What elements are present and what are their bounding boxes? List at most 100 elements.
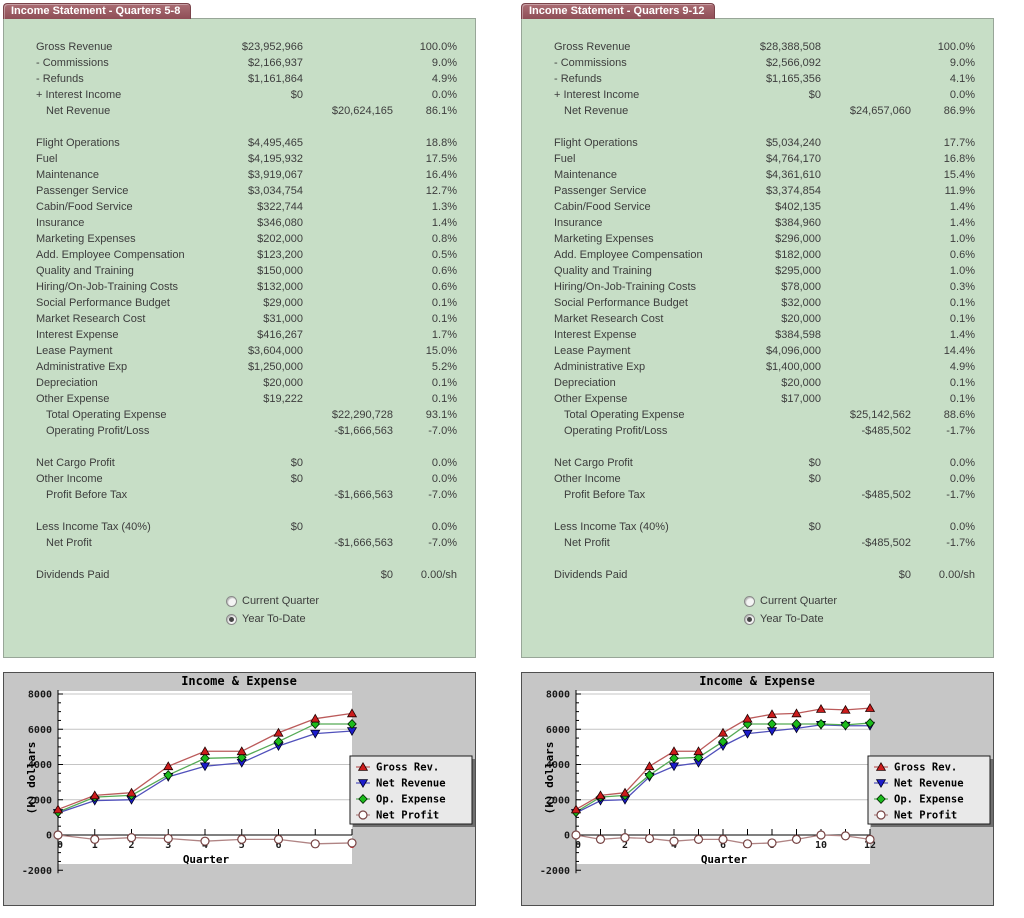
row-value-c3: 14.4% xyxy=(943,345,975,357)
row-label: Interest Expense xyxy=(36,329,119,341)
row-label: Cabin/Food Service xyxy=(554,201,651,213)
row-value-c1: $1,161,864 xyxy=(247,73,303,85)
row-value-c3: 15.4% xyxy=(943,169,975,181)
y-tick-label: 0 xyxy=(564,831,570,842)
row-value-c1: $0 xyxy=(808,457,821,469)
x-tick-label: 10 xyxy=(815,840,827,851)
y-tick-label: 2000 xyxy=(28,795,52,806)
statement-row: Other Expense $17,000 0.1% xyxy=(522,391,993,407)
legend-marker-triangle-down xyxy=(357,779,369,788)
radio-button-icon[interactable] xyxy=(744,595,755,607)
row-value-c2: -$1,666,563 xyxy=(334,489,393,501)
statement-row: Flight Operations $4,495,465 18.8% xyxy=(4,135,475,151)
legend-label: Gross Rev. xyxy=(376,762,439,774)
statement-rows: Gross Revenue $28,388,508 100.0% - Commissi… xyxy=(522,39,993,583)
legend-label: Net Profit xyxy=(376,810,439,822)
income-expense-chart-q9-12: 80006000400020000-2000024681012Quarter(k… xyxy=(521,672,994,906)
row-value-c3: -7.0% xyxy=(428,537,457,549)
data-point-marker xyxy=(126,833,137,843)
row-value-c3: -7.0% xyxy=(428,425,457,437)
row-label: Market Research Cost xyxy=(554,313,664,325)
row-label: - Refunds xyxy=(36,73,84,85)
row-value-c3: 1.0% xyxy=(949,265,975,277)
statement-row: Cabin/Food Service $322,744 1.3% xyxy=(4,199,475,215)
statement-row: Social Performance Budget $32,000 0.1% xyxy=(522,295,993,311)
row-label: Lease Payment xyxy=(36,345,113,357)
radio-button-icon[interactable] xyxy=(226,595,237,607)
row-value-c3: 0.6% xyxy=(431,281,457,293)
x-axis-title: Quarter xyxy=(701,853,748,866)
row-value-c1: $4,096,000 xyxy=(765,345,821,357)
row-value-c3: 0.1% xyxy=(949,297,975,309)
row-label: Other Expense xyxy=(36,393,110,405)
data-point-marker xyxy=(644,770,655,781)
row-value-c3: 0.6% xyxy=(431,265,457,277)
data-point-marker xyxy=(644,761,655,771)
y-axis-title: (k) dollars xyxy=(25,742,38,815)
row-label: Profit Before Tax xyxy=(564,489,646,501)
data-point-marker xyxy=(767,718,777,729)
row-label: Other Income xyxy=(554,473,621,485)
legend-marker-diamond xyxy=(358,794,368,804)
data-point-marker xyxy=(52,804,64,814)
radio-button-icon[interactable] xyxy=(226,613,237,625)
row-value-c1: $20,000 xyxy=(263,377,303,389)
row-label: Lease Payment xyxy=(554,345,631,357)
row-label: Fuel xyxy=(36,153,58,165)
statement-row: Maintenance $3,919,067 16.4% xyxy=(4,167,475,183)
data-point-marker xyxy=(310,839,320,849)
row-spacer xyxy=(522,439,993,455)
statement-row: + Interest Income $0 0.0% xyxy=(4,87,475,103)
row-value-c3: 0.6% xyxy=(949,249,975,261)
statement-row: Operating Profit/Loss -$1,666,563 -7.0% xyxy=(4,423,475,439)
data-point-marker xyxy=(718,736,728,747)
row-value-c1: $182,000 xyxy=(775,249,821,261)
statement-row: Flight Operations $5,034,240 17.7% xyxy=(522,135,993,151)
income-statement-panel-q9-12: Income Statement - Quarters 9-12 Gross R… xyxy=(521,3,994,658)
row-label: Gross Revenue xyxy=(554,41,631,53)
row-value-c2: $0 xyxy=(380,569,393,581)
radio-button-icon[interactable] xyxy=(744,613,755,625)
row-label: Hiring/On-Job-Training Costs xyxy=(36,281,179,293)
income-statement-panel-q5-8: Income Statement - Quarters 5-8 Gross Re… xyxy=(3,3,476,658)
row-label: + Interest Income xyxy=(554,89,640,101)
data-point-marker xyxy=(620,833,630,843)
row-value-c1: $132,000 xyxy=(257,281,303,293)
row-value-c3: 1.4% xyxy=(949,201,975,213)
radio-option-year-to-date[interactable]: Year To-Date xyxy=(226,610,475,628)
row-value-c3: 0.0% xyxy=(431,521,457,533)
statement-row: Net Revenue $20,624,165 86.1% xyxy=(4,103,475,119)
data-point-marker xyxy=(273,834,284,845)
statement-row: Hiring/On-Job-Training Costs $78,000 0.3% xyxy=(522,279,993,295)
x-tick-label: 6 xyxy=(720,840,726,851)
statement-row: Dividends Paid $0 0.00/sh xyxy=(522,567,993,583)
row-label: Dividends Paid xyxy=(554,569,628,581)
income-expense-chart-q5-8: 80006000400020000-2000012345678Quarter(k… xyxy=(3,672,476,906)
radio-option-current-quarter[interactable]: Current Quarter xyxy=(226,592,475,610)
row-value-c3: 16.4% xyxy=(425,169,457,181)
row-value-c3: -7.0% xyxy=(428,489,457,501)
row-value-c3: 17.5% xyxy=(425,153,457,165)
data-point-marker xyxy=(347,718,357,729)
row-value-c1: $4,764,170 xyxy=(765,153,821,165)
period-radio-group: Current Quarter Year To-Date xyxy=(744,592,993,628)
statement-row: Cabin/Food Service $402,135 1.4% xyxy=(522,199,993,215)
radio-label: Current Quarter xyxy=(242,595,320,607)
statement-row: Dividends Paid $0 0.00/sh xyxy=(4,567,475,583)
row-value-c3: 11.9% xyxy=(944,185,975,197)
statement-row: Profit Before Tax -$485,502 -1.7% xyxy=(522,487,993,503)
y-tick-label: 2000 xyxy=(546,795,570,806)
statement-row: Marketing Expenses $296,000 1.0% xyxy=(522,231,993,247)
radio-option-current-quarter[interactable]: Current Quarter xyxy=(744,592,993,610)
data-point-marker xyxy=(595,834,606,845)
row-label: Net Cargo Profit xyxy=(36,457,115,469)
row-value-c3: 0.1% xyxy=(431,297,457,309)
row-value-c3: 0.00/sh xyxy=(420,569,457,581)
row-label: Flight Operations xyxy=(554,137,638,149)
statement-row: Net Cargo Profit $0 0.0% xyxy=(4,455,475,471)
radio-option-year-to-date[interactable]: Year To-Date xyxy=(744,610,993,628)
row-value-c1: $28,388,508 xyxy=(759,41,821,53)
row-label: Net Profit xyxy=(46,537,92,549)
row-label: Interest Expense xyxy=(554,329,637,341)
row-value-c3: 0.0% xyxy=(431,89,457,101)
